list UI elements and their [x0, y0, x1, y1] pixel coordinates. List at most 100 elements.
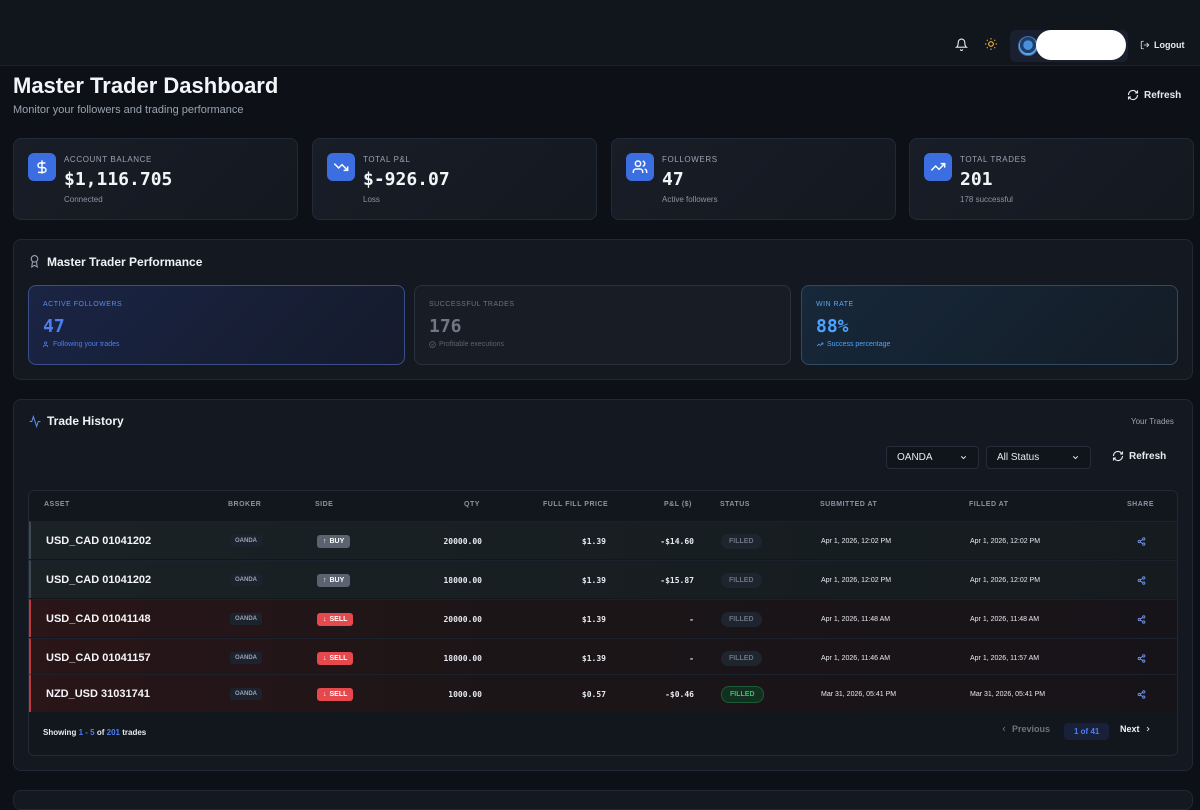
asset-cell: USD_CAD 01041202 — [46, 574, 152, 586]
side-cell: ↓ SELL — [317, 675, 354, 713]
perf-note-text: Following your trades — [53, 341, 120, 348]
qty-cell: 20000.00 — [443, 536, 482, 546]
side-label: BUY — [329, 576, 345, 584]
side-cell: ↓ SELL — [317, 639, 354, 677]
arrow-up-icon: ↑ — [323, 576, 327, 584]
users-icon — [626, 153, 654, 181]
broker-cell: OANDA — [230, 600, 262, 638]
submitted-cell: Apr 1, 2026, 12:02 PM — [821, 537, 892, 545]
range-start: 1 — [78, 728, 84, 737]
perf-label: SUCCESSFUL TRADES — [429, 301, 515, 308]
table-row[interactable]: USD_CAD 01041148 OANDA ↓ SELL 20000.00 $… — [29, 599, 1177, 638]
stat-value: $-926.07 — [363, 169, 450, 190]
share-icon — [1137, 689, 1146, 699]
status-cell: FILLED — [721, 561, 762, 599]
qty-cell: 1000.00 — [448, 689, 482, 699]
share-button[interactable] — [1137, 639, 1146, 677]
chevron-right-icon — [1146, 726, 1150, 732]
perf-note-text: Profitable executions — [439, 341, 504, 348]
check-circle-icon — [429, 341, 436, 348]
asset-cell: USD_CAD 01041202 — [46, 535, 152, 547]
filled-cell: Mar 31, 2026, 05:41 PM — [970, 690, 1046, 698]
pnl-cell: - — [689, 614, 694, 624]
broker-badge: OANDA — [230, 535, 262, 547]
col-price: FULL FILL PRICE — [543, 501, 609, 508]
side-label: BUY — [329, 537, 345, 545]
share-button[interactable] — [1137, 675, 1146, 713]
status-badge: FILLED — [721, 650, 762, 666]
perf-value: 88% — [816, 316, 849, 337]
trending-down-icon — [327, 153, 355, 181]
side-badge: ↑ BUY — [317, 573, 351, 587]
side-badge: ↓ SELL — [317, 687, 354, 701]
status-select[interactable]: All Status — [986, 446, 1091, 469]
stat-card-account-balance: ACCOUNT BALANCE $1,116.705 Connected — [13, 138, 298, 220]
submitted-cell: Mar 31, 2026, 05:41 PM — [821, 690, 897, 698]
refresh-icon — [1127, 89, 1139, 101]
your-trades-caption: Your Trades — [1131, 417, 1174, 426]
col-broker: BROKER — [228, 501, 262, 508]
side-label: SELL — [329, 654, 348, 662]
user-menu[interactable] — [1010, 30, 1128, 62]
page-indicator: 1 of 41 — [1064, 723, 1110, 740]
asset-cell: USD_CAD 01041148 — [46, 613, 151, 625]
next-button[interactable]: Next — [1120, 724, 1152, 734]
perf-value: 47 — [43, 316, 65, 337]
stat-value: $1,116.705 — [64, 169, 173, 190]
total-count: 201 — [106, 728, 120, 737]
perf-note: Following your trades — [43, 341, 120, 348]
next-panel — [13, 790, 1193, 810]
table-row[interactable]: USD_CAD 01041157 OANDA ↓ SELL 18000.00 $… — [29, 638, 1177, 677]
share-icon — [1137, 536, 1146, 546]
range-dash: - — [85, 728, 88, 737]
share-button[interactable] — [1137, 600, 1146, 638]
stat-card-total-trades: TOTAL TRADES 201 178 successful — [909, 138, 1194, 220]
broker-select[interactable]: OANDA — [886, 446, 979, 469]
previous-button[interactable]: Previous — [1000, 724, 1050, 734]
perf-card-active-followers: ACTIVE FOLLOWERS 47 Following your trade… — [28, 285, 405, 365]
pagination-summary: Showing 1 - 5 of 201 trades — [43, 728, 146, 737]
table-row[interactable]: USD_CAD 01041202 OANDA ↑ BUY 20000.00 $1… — [29, 521, 1177, 560]
side-cell: ↑ BUY — [317, 522, 351, 560]
qty-cell: 18000.00 — [443, 653, 482, 663]
page-subtitle: Monitor your followers and trading perfo… — [13, 104, 244, 116]
broker-badge: OANDA — [230, 574, 262, 586]
share-button[interactable] — [1137, 561, 1146, 599]
bell-icon[interactable] — [953, 36, 969, 52]
trades-label: trades — [122, 728, 147, 737]
perf-card-win-rate: WIN RATE 88% Success percentage — [801, 285, 1178, 365]
status-badge: FILLED — [721, 533, 762, 549]
status-select-value: All Status — [997, 452, 1040, 463]
arrow-down-icon: ↓ — [323, 690, 327, 698]
pnl-cell: -$14.60 — [660, 536, 694, 546]
filled-cell: Apr 1, 2026, 11:48 AM — [970, 615, 1040, 623]
col-status: STATUS — [720, 501, 750, 508]
dollar-icon — [28, 153, 56, 181]
stat-value: 47 — [662, 169, 684, 190]
broker-cell: OANDA — [230, 639, 262, 677]
stat-note: Loss — [363, 195, 380, 204]
refresh-icon — [1112, 450, 1124, 462]
price-cell: $1.39 — [581, 614, 606, 624]
refresh-button[interactable]: Refresh — [1127, 89, 1181, 101]
status-badge: FILLED — [721, 611, 762, 627]
sun-icon[interactable] — [983, 36, 999, 52]
filled-cell: Apr 1, 2026, 11:57 AM — [970, 654, 1040, 662]
broker-badge: OANDA — [230, 688, 262, 700]
broker-select-value: OANDA — [897, 452, 933, 463]
stat-note: Connected — [64, 195, 103, 204]
history-refresh-button[interactable]: Refresh — [1112, 450, 1166, 462]
col-pnl: P&L ($) — [664, 501, 692, 508]
page-title: Master Trader Dashboard — [13, 73, 279, 98]
stat-note: 178 successful — [960, 195, 1013, 204]
logout-button[interactable]: Logout — [1140, 40, 1185, 50]
range-end: 5 — [90, 728, 95, 737]
chevron-left-icon — [1002, 726, 1006, 732]
table-row[interactable]: USD_CAD 01041202 OANDA ↑ BUY 18000.00 $1… — [29, 560, 1177, 599]
share-button[interactable] — [1137, 522, 1146, 560]
stat-label: ACCOUNT BALANCE — [64, 155, 152, 164]
side-cell: ↑ BUY — [317, 561, 351, 599]
table-row[interactable]: NZD_USD 31031741 OANDA ↓ SELL 1000.00 $0… — [29, 674, 1177, 713]
showing-label: Showing — [43, 728, 77, 737]
arrow-down-icon: ↓ — [323, 615, 327, 623]
